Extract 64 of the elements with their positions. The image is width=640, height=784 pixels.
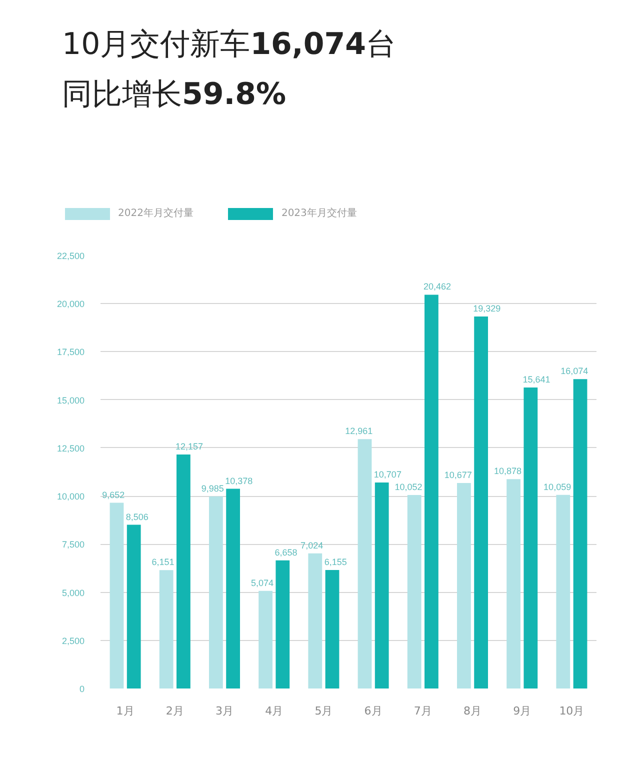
data-label: 10,378 [225,476,253,486]
bar [159,570,174,688]
bar [474,316,488,688]
data-label: 10,878 [494,466,522,476]
bar [325,570,340,688]
data-label: 6,151 [152,557,174,568]
bar [407,495,422,688]
data-label: 6,658 [274,547,298,558]
data-label: 7,024 [300,540,324,550]
bar [110,502,124,688]
bar [258,590,272,688]
bar [308,553,322,688]
bar [209,496,223,688]
data-label: 10,707 [374,469,402,480]
data-label: 12,157 [176,442,204,452]
chart-title: 10月交付新车16,074台 [62,26,396,64]
bar [457,483,471,688]
y-tick-label: 15,000 [56,395,85,406]
x-tick-label: 7月 [414,704,432,718]
bar [226,488,240,688]
y-tick-label: 12,500 [56,443,85,454]
legend-label: 2022年月交付量 [118,207,194,221]
x-tick-label: 3月 [216,704,234,718]
y-tick-label: 20,000 [56,299,85,310]
x-tick-label: 1月 [116,704,134,718]
bar [573,379,588,688]
data-label: 10,677 [444,470,472,480]
bar [276,560,290,688]
x-tick-label: 8月 [464,704,482,718]
data-label: 10,059 [544,482,572,492]
chart-subtitle: 同比增长59.8% [62,76,288,114]
y-tick-label: 17,500 [56,347,85,358]
bar [506,479,520,688]
y-tick-label: 10,000 [56,492,85,502]
x-tick-label: 5月 [314,704,333,718]
x-tick-label: 6月 [364,704,382,718]
y-tick-label: 0 [79,684,85,694]
data-label: 15,641 [522,374,550,384]
legend-label: 2023年月交付量 [281,207,357,221]
x-tick-label: 4月 [265,704,284,718]
data-label: 9,985 [201,483,224,494]
x-tick-label: 9月 [513,704,532,718]
data-label: 12,961 [345,426,373,436]
data-label: 19,329 [473,304,501,314]
data-label: 8,506 [126,512,148,522]
data-label: 20,462 [424,282,452,292]
bar [524,388,538,688]
x-tick-label: 10月 [559,704,584,718]
data-label: 5,074 [250,578,274,588]
bar [176,454,190,688]
data-label: 9,652 [102,490,125,500]
y-tick-label: 22,500 [56,251,85,261]
data-label: 6,155 [324,557,347,568]
data-label: 16,074 [560,366,588,376]
y-tick-label: 5,000 [62,588,85,598]
bar [556,494,570,688]
bar [358,439,372,688]
y-tick-label: 2,500 [62,636,85,646]
x-tick-label: 2月 [166,704,184,718]
bar [424,294,438,688]
bar [374,482,389,688]
y-tick-label: 7,500 [62,540,85,550]
bar [126,524,141,688]
data-label: 10,052 [394,482,422,492]
